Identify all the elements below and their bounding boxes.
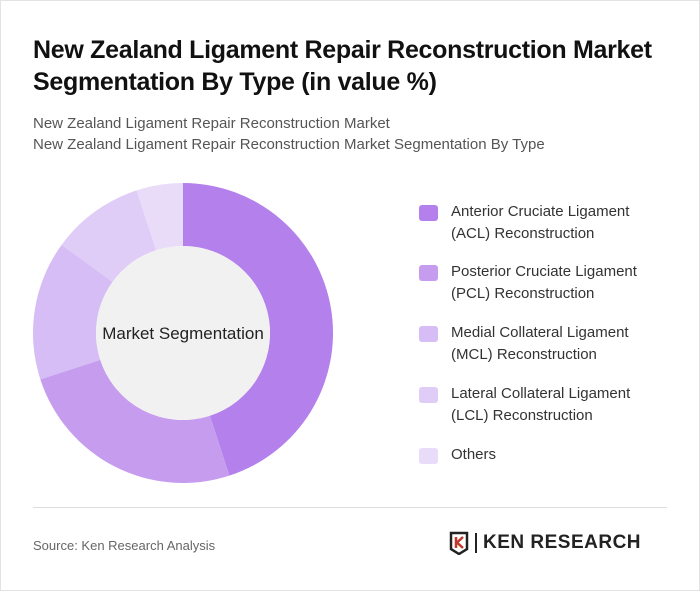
logo-divider xyxy=(475,533,477,553)
legend-label: Lateral Collateral Ligament (LCL) Recons… xyxy=(451,385,631,424)
donut-center xyxy=(96,246,270,420)
donut-slice-2 xyxy=(33,244,113,380)
divider xyxy=(33,507,667,508)
legend-label: Posterior Cruciate Ligament (PCL) Recons… xyxy=(451,263,637,302)
chart-title: New Zealand Ligament Repair Reconstructi… xyxy=(33,36,652,96)
legend-swatch xyxy=(419,326,438,342)
legend-item: Anterior Cruciate Ligament (ACL) Reconst… xyxy=(419,201,671,245)
legend-swatch xyxy=(419,448,438,464)
subtitle-segmentation: New Zealand Ligament Repair Reconstructi… xyxy=(33,136,545,153)
legend-label: Anterior Cruciate Ligament (ACL) Reconst… xyxy=(451,203,630,242)
legend-swatch xyxy=(419,205,438,221)
donut-chart: Market Segmentation xyxy=(33,183,334,484)
legend-label: Others xyxy=(451,446,497,463)
legend-item: Lateral Collateral Ligament (LCL) Recons… xyxy=(419,383,671,427)
source-note: Source: Ken Research Analysis xyxy=(33,538,216,553)
donut-slice-1 xyxy=(40,359,230,484)
ken-logo-icon xyxy=(449,531,469,555)
donut-slice-0 xyxy=(183,183,334,476)
center-label: Market Segmentation xyxy=(102,324,264,343)
donut-slice-4 xyxy=(136,183,183,251)
legend-swatch xyxy=(419,265,438,281)
legend-swatch xyxy=(419,387,438,403)
logo-text: KEN RESEARCH xyxy=(483,532,642,553)
legend-item: Medial Collateral Ligament (MCL) Reconst… xyxy=(419,322,671,366)
legend-item: Posterior Cruciate Ligament (PCL) Recons… xyxy=(419,261,671,305)
donut-slice-3 xyxy=(61,190,157,282)
subtitle-market: New Zealand Ligament Repair Reconstructi… xyxy=(33,115,390,132)
ken-research-logo: KEN RESEARCH xyxy=(449,531,641,555)
legend-item: Others xyxy=(419,444,671,466)
legend-label: Medial Collateral Ligament (MCL) Reconst… xyxy=(451,324,629,363)
